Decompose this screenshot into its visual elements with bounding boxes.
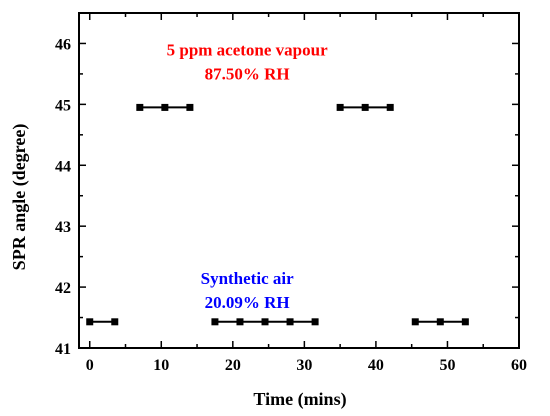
data-point-5-3 — [461, 318, 469, 326]
data-point-2-3 — [186, 103, 194, 111]
data-point-5-1 — [411, 318, 419, 326]
annotation-2-line-1: Synthetic air — [201, 269, 294, 288]
annotation-1-line-1: 5 ppm acetone vapour — [167, 41, 328, 60]
x-tick-label: 10 — [153, 357, 169, 374]
y-tick-label: 42 — [55, 280, 71, 297]
y-tick-label: 45 — [55, 97, 71, 114]
y-axis-label: SPR angle (degree) — [9, 124, 30, 271]
data-point-3-5 — [311, 318, 319, 326]
x-tick-label: 30 — [296, 357, 312, 374]
data-point-2-2 — [161, 103, 169, 111]
data-point-1-2 — [111, 318, 119, 326]
data-point-4-2 — [361, 103, 369, 111]
y-tick-label: 44 — [55, 158, 71, 175]
data-point-2-1 — [136, 103, 144, 111]
data-point-3-2 — [236, 318, 244, 326]
axis-layer: 0 10 20 30 40 50 60 41 42 43 44 45 46 — [55, 12, 527, 374]
y-tick-label: 43 — [55, 219, 71, 236]
x-tick-label: 20 — [225, 357, 241, 374]
data-point-3-3 — [261, 318, 269, 326]
data-point-4-3 — [386, 103, 394, 111]
plot-frame — [78, 12, 520, 349]
x-tick-label: 40 — [368, 357, 384, 374]
annotation-layer: 5 ppm acetone vapour 87.50% RH Synthetic a… — [167, 41, 328, 312]
data-point-4-1 — [336, 103, 344, 111]
data-point-5-2 — [436, 318, 444, 326]
x-tick-label: 0 — [86, 357, 94, 374]
x-tick-label: 50 — [439, 357, 455, 374]
annotation-2-line-2: 20.09% RH — [205, 293, 290, 312]
plot-layer — [86, 103, 469, 326]
data-point-3-4 — [286, 318, 294, 326]
x-tick-label: 60 — [511, 357, 527, 374]
data-point-3-1 — [211, 318, 219, 326]
y-tick-label: 41 — [55, 341, 71, 358]
data-point-1-1 — [86, 318, 94, 326]
annotation-1-line-2: 87.50% RH — [205, 65, 290, 84]
x-axis-label: Time (mins) — [253, 389, 346, 410]
y-tick-label: 46 — [55, 36, 71, 53]
